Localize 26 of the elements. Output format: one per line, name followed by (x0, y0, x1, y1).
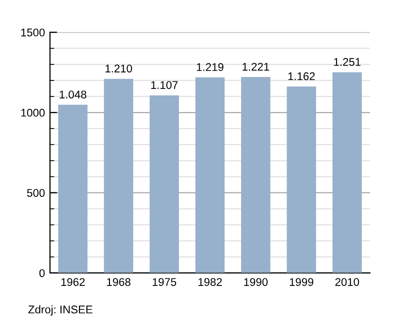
text: Zdroj: INSEE (28, 305, 92, 316)
data-label: 1.048 (60, 90, 86, 98)
bar (195, 77, 225, 273)
bar (58, 104, 88, 273)
data-label: 1.107 (151, 81, 178, 89)
x-tick-label: 1982 (198, 278, 222, 286)
bar (104, 78, 134, 273)
x-tick-label: 1962 (61, 278, 85, 286)
y-tick-label: 500 (27, 188, 45, 197)
bar (286, 86, 316, 273)
x-tick-label: 1975 (152, 278, 176, 286)
data-label: 1.251 (334, 58, 361, 66)
data-label: 1.162 (288, 72, 315, 80)
data-label: 1.210 (106, 64, 132, 72)
bar (332, 72, 362, 273)
y-tick-label: 0 (39, 269, 45, 278)
x-tick-label: 1990 (244, 278, 268, 286)
bar (150, 95, 179, 273)
y-tick-label: 1000 (21, 108, 45, 117)
x-tick-label: 1999 (290, 278, 314, 286)
y-tick-label: 1500 (21, 28, 45, 36)
x-tick-label: 1968 (107, 278, 130, 286)
bar (241, 77, 270, 273)
data-label: 1.219 (196, 63, 224, 72)
data-label: 1.221 (242, 62, 270, 71)
x-tick-label: 2010 (335, 278, 360, 286)
